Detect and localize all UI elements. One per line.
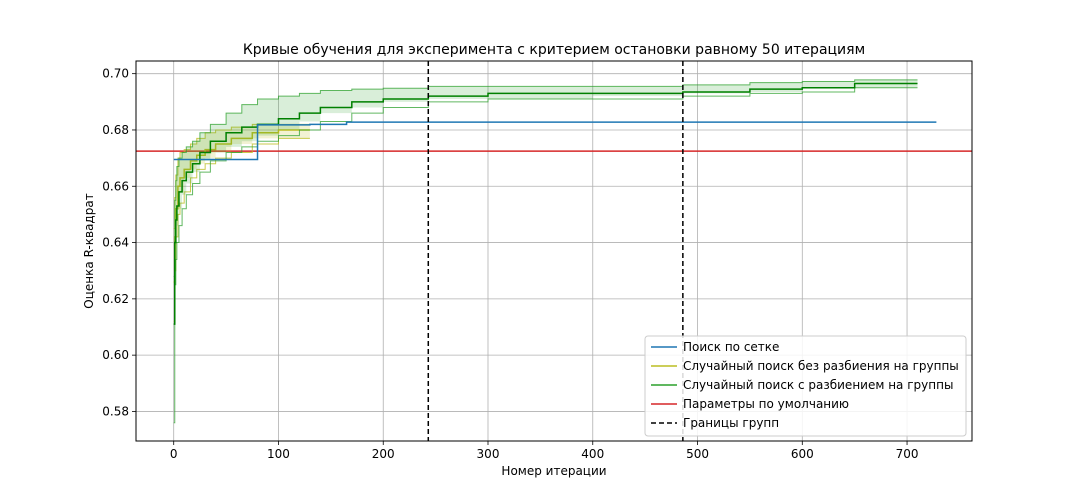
x-tick-label: 600: [791, 447, 814, 461]
legend-box: [644, 335, 967, 437]
x-tick-label: 100: [267, 447, 290, 461]
legend-label: Случайный поиск с разбиением на группы: [683, 378, 953, 392]
y-tick-label: 0.70: [102, 67, 129, 81]
random-groups-band: [173, 79, 918, 423]
x-axis-label: Номер итерации: [501, 464, 606, 478]
legend-label: Границы групп: [683, 416, 779, 430]
legend-label: Параметры по умолчанию: [683, 397, 849, 411]
y-tick-label: 0.62: [102, 292, 129, 306]
random-no-groups-upper: [173, 123, 310, 229]
y-axis-label: Оценка R-квадрат: [82, 193, 96, 308]
y-tick-label: 0.60: [102, 348, 129, 362]
y-tick-label: 0.66: [102, 179, 129, 193]
legend-label: Поиск по сетке: [683, 340, 779, 354]
x-tick-label: 700: [896, 447, 919, 461]
x-tick-label: 200: [372, 447, 395, 461]
y-tick-label: 0.68: [102, 123, 129, 137]
y-tick-label: 0.58: [102, 404, 129, 418]
x-tick-label: 500: [686, 447, 709, 461]
axes-frame: [135, 60, 973, 442]
x-tick-label: 0: [170, 447, 178, 461]
x-tick-label: 300: [477, 447, 500, 461]
y-tick-label: 0.64: [102, 236, 129, 250]
grid-search-line: [173, 121, 937, 161]
plot-area: [136, 61, 972, 441]
legend-label: Случайный поиск без разбиения на группы: [683, 359, 959, 373]
x-tick-label: 400: [581, 447, 604, 461]
series-group: [136, 61, 972, 441]
chart-title: Кривые обучения для эксперимента с крите…: [243, 42, 865, 58]
axis-ticks: 0 100 200 300 400 500 600 700 0.58 0.60 0.62 0.64 0.…: [102, 67, 918, 461]
legend: Поиск по сетке Случайный поиск без разбие…: [644, 335, 967, 437]
